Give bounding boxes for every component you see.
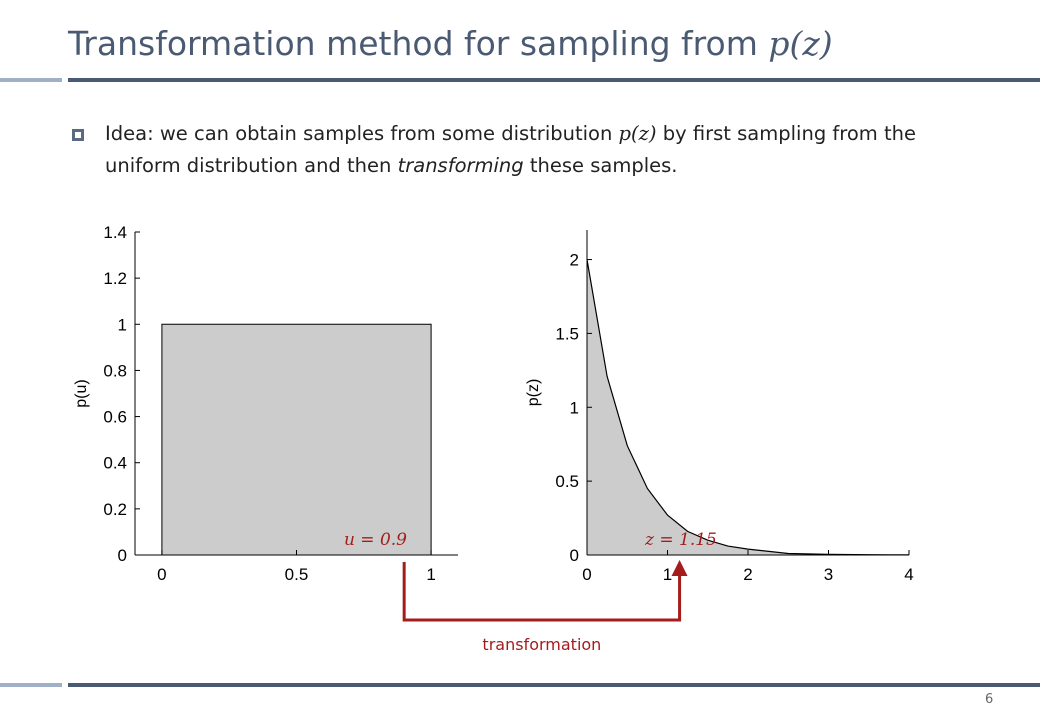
y-tick-label-left: 1.2 xyxy=(103,269,127,288)
y-tick-label-left: 1 xyxy=(118,315,127,334)
distribution-area-right xyxy=(587,259,909,555)
y-tick-label-left: 0.2 xyxy=(103,500,127,519)
bullet-text-part1: Idea: we can obtain samples from some di… xyxy=(105,122,619,145)
arrow-path xyxy=(402,562,682,622)
x-tick-label-right: 0 xyxy=(582,565,591,584)
bullet-text-part2: by first sampling from the uniform distr… xyxy=(105,122,916,177)
transformation-arrow: transformation xyxy=(402,560,688,654)
arrow-label: transformation xyxy=(482,635,601,654)
slide-title-math: p(z) xyxy=(768,24,833,63)
annotation-right: z = 1.15 xyxy=(644,530,717,550)
bullet-emphasis: transforming xyxy=(397,154,524,177)
y-tick-label-right: 1.5 xyxy=(555,324,579,343)
y-tick-label-right: 2 xyxy=(570,251,579,270)
x-tick-label-left: 0 xyxy=(157,565,166,584)
header-rule-accent xyxy=(0,78,62,82)
y-tick-label-left: 0.4 xyxy=(103,454,127,473)
footer-rule-accent xyxy=(0,683,62,687)
slide-title: Transformation method for sampling from … xyxy=(68,24,833,63)
y-axis-label-right: p(z) xyxy=(525,379,542,407)
x-tick-label-left: 0.5 xyxy=(285,565,309,584)
header-rule xyxy=(68,78,1040,82)
y-tick-label-right: 1 xyxy=(570,398,579,417)
x-tick-label-right: 1 xyxy=(663,565,672,584)
footer-rule xyxy=(68,683,1040,687)
bullet-square-icon xyxy=(72,129,84,141)
x-tick-label-right: 2 xyxy=(743,565,752,584)
arrow-head-icon xyxy=(671,560,688,576)
y-tick-label-left: 0.6 xyxy=(103,408,127,427)
annotation-left: u = 0.9 xyxy=(344,530,407,550)
bullet-math: p(z) xyxy=(618,122,657,145)
page-number: 6 xyxy=(985,692,994,707)
y-tick-label-right: 0 xyxy=(570,546,579,565)
x-tick-label-right: 3 xyxy=(824,565,833,584)
x-tick-label-right: 4 xyxy=(904,565,913,584)
slide-title-text: Transformation method for sampling from xyxy=(68,24,769,63)
y-tick-label-left: 0 xyxy=(118,546,127,565)
bullet-text-part3: these samples. xyxy=(523,154,678,177)
exponential-distribution-chart: 0 0.5 1 1.5 2 0 1 2 3 4 p(z) z = 1.15 xyxy=(525,230,914,584)
distribution-area-left xyxy=(161,323,432,556)
y-tick-label-left: 0.8 xyxy=(103,361,127,380)
uniform-distribution-chart: 0 0.2 0.4 0.6 0.8 1 1.2 1.4 0 0.5 1 p(u) u = 0.9 xyxy=(73,223,458,584)
y-tick-label-left: 1.4 xyxy=(103,223,127,242)
x-tick-label-left: 1 xyxy=(426,565,435,584)
y-axis-label-left: p(u) xyxy=(73,379,90,407)
bullet-text: Idea: we can obtain samples from some di… xyxy=(105,118,985,182)
y-tick-label-right: 0.5 xyxy=(555,472,579,491)
